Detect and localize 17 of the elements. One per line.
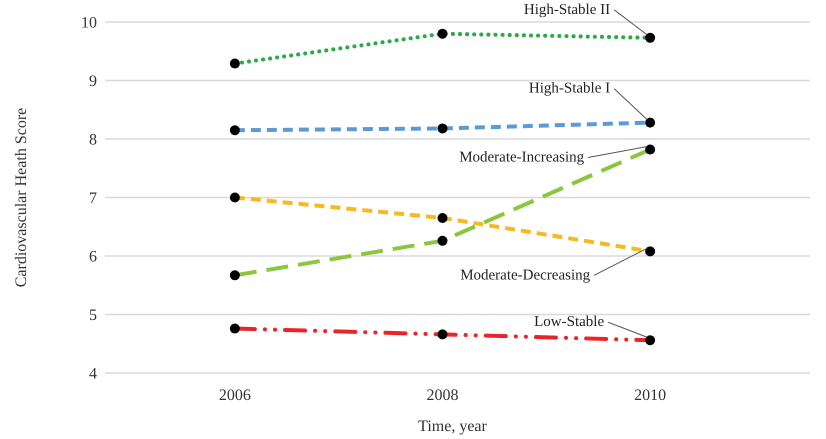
series-label: Low-Stable: [534, 314, 604, 330]
x-axis-title: Time, year: [418, 418, 488, 435]
series-label: High-Stable II: [524, 2, 610, 18]
series-label: Moderate-Decreasing: [460, 267, 591, 284]
y-tick-label: 9: [89, 73, 97, 90]
y-axis-title: Cardiovascular Heath Score: [13, 108, 30, 288]
series-label: High-Stable I: [528, 80, 610, 97]
x-tick-label: 2010: [634, 387, 666, 404]
y-tick-label: 6: [89, 248, 97, 266]
x-tick-label: 2008: [426, 387, 458, 404]
x-tick-label: 2006: [218, 387, 251, 404]
y-tick-label: 7: [89, 190, 97, 208]
y-tick-label: 10: [81, 14, 97, 32]
y-tick-label: 8: [89, 132, 97, 149]
y-tick-label: 5: [89, 307, 97, 324]
y-tick-label: 4: [89, 366, 97, 383]
series-label: Moderate-Increasing: [459, 150, 585, 166]
